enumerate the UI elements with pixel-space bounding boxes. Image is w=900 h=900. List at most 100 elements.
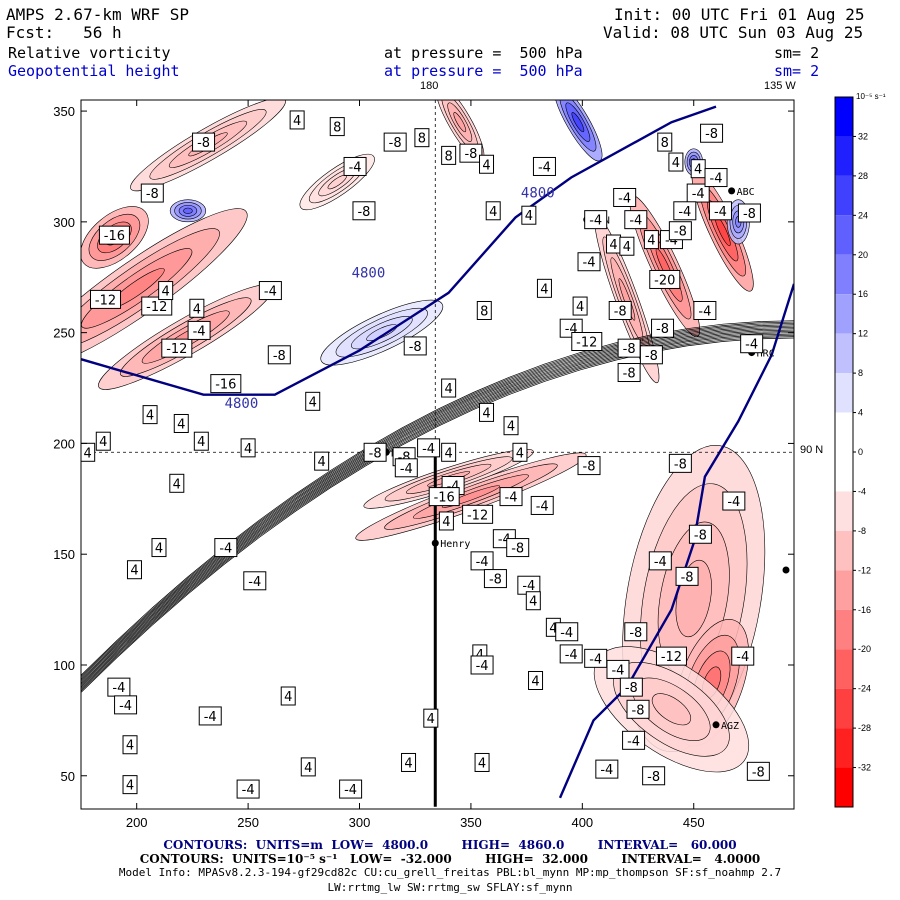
model-info-physics: LW:rrtmg_lw SW:rrtmg_sw SFLAY:sf_mynn bbox=[327, 881, 573, 894]
svg-text:-8: -8 bbox=[752, 765, 765, 780]
vorticity-contour-info: CONTOURS: UNITS=10⁻⁵ s⁻¹ LOW= -32.000 HI… bbox=[139, 852, 761, 866]
svg-text:-20: -20 bbox=[654, 273, 675, 288]
vorticity-label: -4 bbox=[258, 281, 282, 301]
svg-text:-8: -8 bbox=[629, 626, 642, 641]
svg-text:4: 4 bbox=[576, 300, 584, 315]
svg-text:-8: -8 bbox=[645, 349, 658, 364]
vorticity-label: 4 bbox=[189, 298, 205, 318]
vorticity-label: -4 bbox=[704, 168, 728, 188]
vorticity-contour bbox=[81, 336, 794, 692]
x-tick-label: 250 bbox=[237, 815, 259, 830]
svg-text:8: 8 bbox=[445, 149, 453, 164]
svg-text:-4: -4 bbox=[600, 763, 613, 778]
latitude-90n-label: 90 N bbox=[800, 444, 824, 456]
colorbar-tick-label: 0 bbox=[858, 447, 863, 457]
svg-text:-8: -8 bbox=[583, 460, 596, 475]
vorticity-label: -4 bbox=[187, 320, 211, 340]
vorticity-label: -4 bbox=[532, 156, 556, 176]
vorticity-label: -4 bbox=[114, 695, 138, 715]
vorticity-label: -8 bbox=[619, 677, 643, 697]
field1-name: Relative vorticity bbox=[8, 44, 171, 62]
vorticity-label: 4 bbox=[95, 431, 111, 451]
svg-text:-4: -4 bbox=[589, 652, 602, 667]
svg-text:-8: -8 bbox=[623, 342, 636, 357]
svg-text:-4: -4 bbox=[745, 338, 758, 353]
svg-text:-4: -4 bbox=[476, 659, 489, 674]
svg-text:-4: -4 bbox=[611, 663, 624, 678]
vorticity-label: 4 bbox=[441, 378, 457, 398]
colorbar-tick-label: 32 bbox=[858, 131, 868, 141]
vorticity-label: -8 bbox=[483, 569, 507, 589]
vorticity-label: -4 bbox=[394, 458, 418, 478]
svg-text:4: 4 bbox=[525, 209, 533, 224]
vorticity-label: -4 bbox=[613, 187, 637, 207]
svg-text:-8: -8 bbox=[632, 703, 645, 718]
svg-text:4: 4 bbox=[647, 234, 655, 249]
vorticity-label: -4 bbox=[198, 706, 222, 726]
svg-text:-8: -8 bbox=[674, 225, 687, 240]
vorticity-label: -16 bbox=[428, 487, 460, 507]
colorbar-tick-label: 4 bbox=[858, 408, 863, 418]
vorticity-label: 4 bbox=[521, 205, 537, 225]
svg-text:8: 8 bbox=[418, 132, 426, 147]
y-tick-label: 50 bbox=[61, 769, 75, 784]
vorticity-label: 4 bbox=[479, 154, 495, 174]
vorticity-label: -4 bbox=[708, 201, 732, 221]
vorticity-label: 4 bbox=[690, 159, 706, 179]
svg-text:-8: -8 bbox=[273, 349, 286, 364]
svg-text:4: 4 bbox=[672, 156, 680, 171]
height-contour-label: 4800 bbox=[225, 396, 259, 412]
vorticity-label: -12 bbox=[462, 504, 494, 524]
colorbar-tick-label: -20 bbox=[858, 644, 871, 654]
colorbar-swatch bbox=[835, 767, 853, 807]
svg-text:-8: -8 bbox=[656, 322, 669, 337]
svg-text:4: 4 bbox=[476, 648, 484, 663]
field1-smooth: sm= 2 bbox=[774, 44, 820, 62]
svg-text:4: 4 bbox=[482, 406, 490, 421]
svg-text:4: 4 bbox=[516, 446, 524, 461]
svg-text:4: 4 bbox=[84, 446, 92, 461]
vorticity-label: 8 bbox=[476, 300, 492, 320]
vorticity-label: -4 bbox=[648, 551, 672, 571]
station-marker bbox=[782, 566, 790, 574]
colorbar-swatch bbox=[835, 294, 853, 334]
colorbar-tick-label: -4 bbox=[858, 486, 866, 496]
vorticity-label: -8 bbox=[140, 183, 164, 203]
vorticity-contour bbox=[81, 320, 794, 676]
vorticity-label: -4 bbox=[673, 201, 697, 221]
vorticity-label: 4 bbox=[289, 110, 305, 130]
svg-text:-4: -4 bbox=[248, 575, 261, 590]
field2-name: Geopotential height bbox=[8, 62, 180, 80]
colorbar-swatch bbox=[835, 452, 853, 492]
colorbar-swatch bbox=[835, 373, 853, 413]
height-contour-label: 4800 bbox=[521, 185, 555, 201]
vorticity-label: 4 bbox=[503, 416, 519, 436]
vorticity-label: 4 bbox=[401, 752, 417, 772]
svg-text:-8: -8 bbox=[464, 147, 477, 162]
svg-text:-12: -12 bbox=[166, 342, 187, 357]
svg-text:-4: -4 bbox=[112, 681, 125, 696]
vorticity-label: -4 bbox=[622, 730, 646, 750]
colorbar-swatch bbox=[835, 175, 853, 216]
svg-text:4: 4 bbox=[482, 158, 490, 173]
colorbar-tick-label: -32 bbox=[858, 763, 871, 773]
colorbar-swatch bbox=[835, 97, 853, 137]
svg-text:-4: -4 bbox=[589, 214, 602, 229]
station-label: Henry bbox=[440, 539, 470, 550]
vorticity-label: 4 bbox=[300, 757, 316, 777]
colorbar-swatch bbox=[835, 254, 853, 295]
colorbar-unit: 10⁻⁵ s⁻¹ bbox=[856, 92, 886, 101]
vorticity-label: -4 bbox=[517, 575, 541, 595]
vorticity-area bbox=[651, 693, 692, 726]
svg-text:4: 4 bbox=[489, 205, 497, 220]
vorticity-label: 4 bbox=[512, 442, 528, 462]
longitude-135w-label: 135 W bbox=[764, 80, 796, 92]
vorticity-area bbox=[571, 112, 585, 133]
vorticity-label: -4 bbox=[499, 487, 523, 507]
plot-frame bbox=[80, 99, 795, 810]
svg-text:4: 4 bbox=[623, 240, 631, 255]
vorticity-label: -8 bbox=[624, 622, 648, 642]
model-title: AMPS 2.67-km WRF SP bbox=[6, 5, 190, 24]
vorticity-label: 4 bbox=[122, 775, 138, 795]
